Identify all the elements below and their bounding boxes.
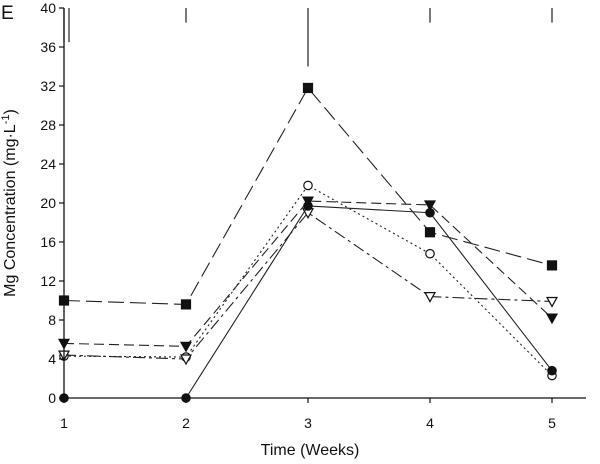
series-line-filled-square — [63, 86, 553, 305]
y-tick-label: 4 — [48, 351, 56, 367]
y-tick-label: 24 — [40, 156, 56, 172]
open-circle-marker-3 — [303, 180, 313, 191]
filled-square-marker-5 — [546, 260, 558, 271]
series-line-filled-triangle-down — [63, 200, 553, 347]
x-tick-label: 3 — [304, 415, 312, 431]
open-triangle-down-marker-2 — [179, 354, 193, 366]
open-triangle-down-marker-4 — [423, 292, 437, 303]
series-line-open-circle — [63, 184, 553, 376]
y-tick-label: 20 — [40, 195, 56, 211]
filled-square-marker-2 — [180, 299, 192, 310]
panel-label: E — [1, 3, 14, 24]
y-tick-label: 32 — [40, 78, 56, 94]
y-tick-label: 12 — [40, 273, 56, 289]
series-line-open-triangle-down — [63, 212, 553, 360]
filled-triangle-down-marker-2 — [179, 341, 193, 353]
filled-square-marker-3 — [302, 82, 314, 94]
x-tick-label: 4 — [426, 415, 434, 431]
series-filled-circle — [59, 201, 557, 403]
filled-triangle-down-marker-5 — [545, 313, 559, 325]
series-filled-triangle-down — [57, 196, 559, 353]
filled-triangle-down-marker-4 — [423, 200, 437, 212]
series-open-triangle-down — [57, 208, 559, 366]
series-filled-square — [58, 82, 558, 310]
y-tick-label: 36 — [40, 39, 56, 55]
filled-square-marker-4 — [424, 227, 436, 238]
y-tick-label: 40 — [40, 0, 56, 16]
y-tick-label: 8 — [48, 312, 56, 328]
filled-circle-marker-4 — [425, 207, 435, 218]
y-tick-label: 0 — [48, 390, 56, 406]
y-tick-label: 28 — [40, 117, 56, 133]
open-triangle-down-marker-5 — [545, 296, 559, 308]
open-circle-marker-4 — [425, 248, 435, 259]
y-axis-title: Mg Concentration (mg·L-1) — [0, 109, 19, 297]
filled-circle-marker-3 — [303, 201, 313, 211]
x-tick-label: 1 — [60, 415, 68, 431]
x-tick-label: 5 — [548, 415, 556, 431]
x-axis-title: Time (Weeks) — [261, 442, 360, 459]
y-tick-label: 16 — [40, 234, 56, 250]
filled-circle-marker-5 — [547, 365, 557, 376]
x-tick-label: 2 — [182, 415, 190, 431]
